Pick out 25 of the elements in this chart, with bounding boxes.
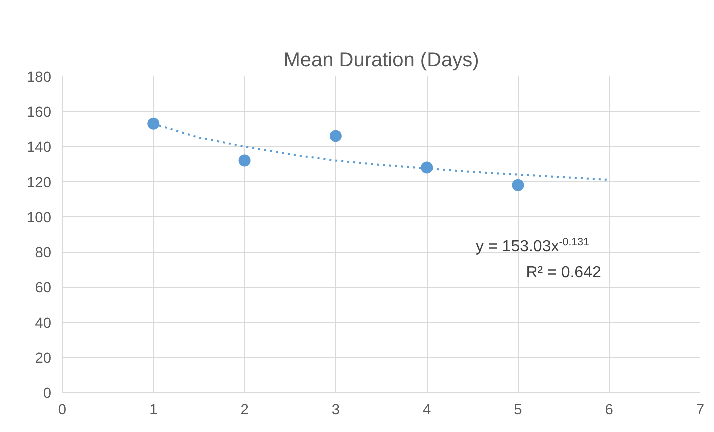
y-tick-label: 20 xyxy=(35,350,52,367)
annotation: R² = 0.642 xyxy=(526,264,602,282)
x-tick-label: 6 xyxy=(605,402,614,418)
x-tick-label: 5 xyxy=(514,402,522,418)
x-tick-label: 1 xyxy=(150,402,158,418)
y-tick-label: 100 xyxy=(27,210,52,226)
y-tick-label: 80 xyxy=(35,246,52,262)
point xyxy=(330,130,342,142)
y-tick-label: 140 xyxy=(27,140,52,156)
y-tick-label: 160 xyxy=(27,105,52,122)
y-tick-label: 60 xyxy=(35,280,52,297)
x-tick-label: 0 xyxy=(58,402,67,418)
x-tick-label: 3 xyxy=(332,402,340,418)
point xyxy=(148,118,160,130)
y-tick-label: 120 xyxy=(27,175,52,192)
x-tick-label: 4 xyxy=(422,402,432,418)
point xyxy=(512,179,524,192)
point xyxy=(238,154,251,167)
y-tick-label: 40 xyxy=(35,316,52,332)
x-tick-label: 7 xyxy=(696,402,705,418)
chart-title: Mean Duration (Days) xyxy=(284,50,480,72)
x-tick-label: 2 xyxy=(240,402,249,418)
y-tick-label: 0 xyxy=(43,386,52,402)
y-tick-label: 180 xyxy=(27,70,52,86)
point xyxy=(421,162,434,174)
